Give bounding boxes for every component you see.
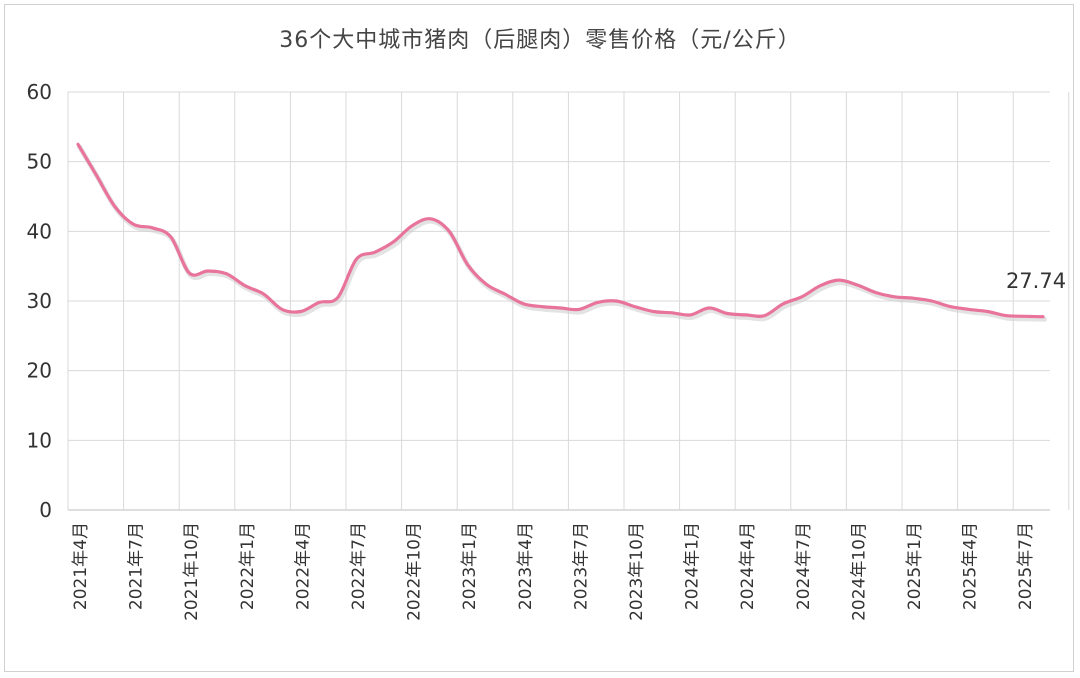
x-axis-ticks: 2021年4月 2021年7月 2021年10月 2022年1月 2022年4月 2022… [71,522,1036,621]
x-tick-label: 2022年1月 [238,522,258,610]
annotations: 27.74 [1006,269,1066,293]
x-tick-label: 2022年10月 [405,522,425,621]
data-point [615,300,617,302]
data-point [95,174,97,176]
y-tick-label: 0 [39,498,52,522]
y-tick-label: 20 [27,359,52,383]
data-point [337,296,339,298]
series-line [76,142,1045,319]
y-axis-ticks: 0 10 20 30 40 50 60 [27,80,52,522]
data-point [801,296,803,298]
data-point [225,273,227,275]
data-point [596,301,598,303]
data-point [355,258,357,260]
data-point [1005,314,1007,316]
x-tick-label: 2025年1月 [905,522,925,610]
data-point [708,307,710,309]
data-point [745,314,747,316]
chart-frame [4,4,1074,672]
data-point [485,283,487,285]
x-tick-label: 2023年1月 [460,522,480,610]
y-tick-label: 40 [27,219,52,243]
data-point [504,293,506,295]
chart-title: 36个大中城市猪肉（后腿肉）零售价格（元/公斤） [279,28,801,53]
data-point [133,223,135,225]
data-point [689,314,691,316]
data-point [188,272,190,274]
data-point [114,206,116,208]
data-point [207,270,209,272]
x-tick-label: 2024年10月 [849,522,869,621]
data-point [763,314,765,316]
data-point [931,300,933,302]
data-point [671,312,673,314]
data-point [782,303,784,305]
data-point [77,143,79,145]
data-point [986,310,988,312]
data-point [875,291,877,293]
x-tick-label: 2021年10月 [182,522,202,621]
data-point [244,285,246,287]
series-line-shadow [77,144,1047,322]
data-point [856,284,858,286]
data-point [968,308,970,310]
data-point [838,279,840,281]
x-tick-label: 2023年4月 [516,522,536,610]
x-tick-label: 2024年7月 [794,522,814,610]
y-tick-label: 50 [27,150,52,174]
x-tick-label: 2023年10月 [627,522,647,621]
series-group [76,142,1047,322]
y-tick-label: 30 [27,289,52,313]
x-tick-label: 2022年4月 [293,522,313,610]
data-point [411,225,413,227]
x-tick-label: 2025年4月 [961,522,981,610]
y-tick-label: 10 [27,428,52,452]
data-point [281,308,283,310]
data-point [634,305,636,307]
y-tick-label: 60 [27,80,52,104]
data-point [578,308,580,310]
data-point [467,264,469,266]
data-point [151,227,153,229]
end-value-label: 27.74 [1006,269,1066,293]
x-tick-label: 2021年7月 [127,522,147,610]
data-point [949,305,951,307]
data-point [1023,315,1025,317]
x-tick-label: 2022年7月 [349,522,369,610]
data-point [541,305,543,307]
data-point [262,293,264,295]
data-point [819,285,821,287]
data-point [522,303,524,305]
data-point [170,236,172,238]
data-point [374,251,376,253]
x-tick-label: 2025年7月 [1016,522,1036,610]
data-point [726,312,728,314]
data-point [392,241,394,243]
data-point [429,218,431,220]
data-point [300,310,302,312]
data-point [652,310,654,312]
x-tick-label: 2024年1月 [683,522,703,610]
data-point [893,296,895,298]
data-point [1042,316,1044,318]
x-tick-label: 2021年4月 [71,522,91,610]
x-tick-label: 2024年4月 [738,522,758,610]
data-point [448,230,450,232]
data-point [559,307,561,309]
data-point [912,297,914,299]
data-point [318,301,320,303]
x-tick-label: 2023年7月 [571,522,591,610]
